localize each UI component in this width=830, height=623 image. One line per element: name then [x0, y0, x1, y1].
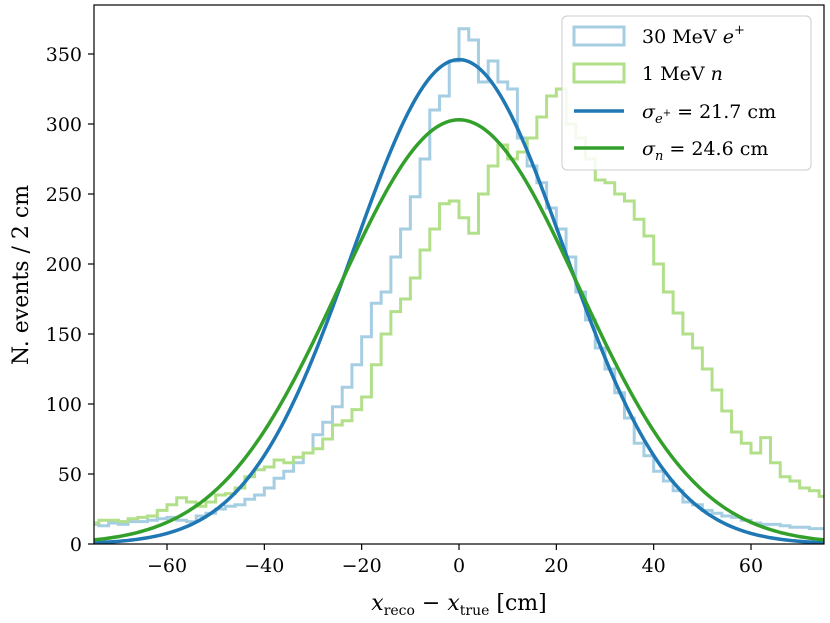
y-tick-label: 0: [70, 534, 82, 556]
x-tick-label: 20: [544, 555, 568, 577]
fit-curve-neutron: [94, 118, 824, 542]
legend-label-neutron-fit: σn = 24.6 cm: [642, 138, 768, 164]
x-tick-label: −40: [244, 555, 284, 577]
fit-curve-positron: [94, 57, 824, 544]
legend: 30 MeV e+ 1 MeV n σe+ = 21.7 cm σn = 24.…: [561, 15, 812, 171]
y-tick-label: 350: [46, 44, 82, 66]
legend-label-positron: 30 MeV e+: [642, 23, 745, 48]
fit-curves-layer: [94, 57, 824, 544]
x-axis-label: xreco − xtrue [cm]: [371, 591, 546, 619]
legend-box: [561, 15, 812, 171]
x-tick-label: −60: [147, 555, 187, 577]
x-tick-label: 60: [739, 555, 763, 577]
x-axis-ticks: −60 −40 −20 0 20 40 60: [147, 544, 763, 577]
y-tick-label: 200: [46, 254, 82, 276]
y-tick-label: 300: [46, 114, 82, 136]
y-axis-ticks: 0 50 100 150 200 250 300 350: [46, 44, 94, 556]
y-tick-label: 100: [46, 394, 82, 416]
legend-swatch-positron: [572, 25, 626, 47]
x-tick-label: −20: [342, 555, 382, 577]
y-tick-label: 50: [58, 464, 82, 486]
legend-label-positron-fit: σe+ = 21.7 cm: [642, 101, 776, 127]
y-axis-label: N. events / 2 cm: [9, 185, 34, 365]
y-tick-label: 250: [46, 184, 82, 206]
x-tick-label: 40: [642, 555, 666, 577]
legend-swatch-neutron: [572, 62, 626, 84]
legend-label-neutron: 1 MeV n: [642, 63, 723, 85]
x-tick-label: 0: [453, 555, 465, 577]
y-tick-label: 150: [46, 324, 82, 346]
